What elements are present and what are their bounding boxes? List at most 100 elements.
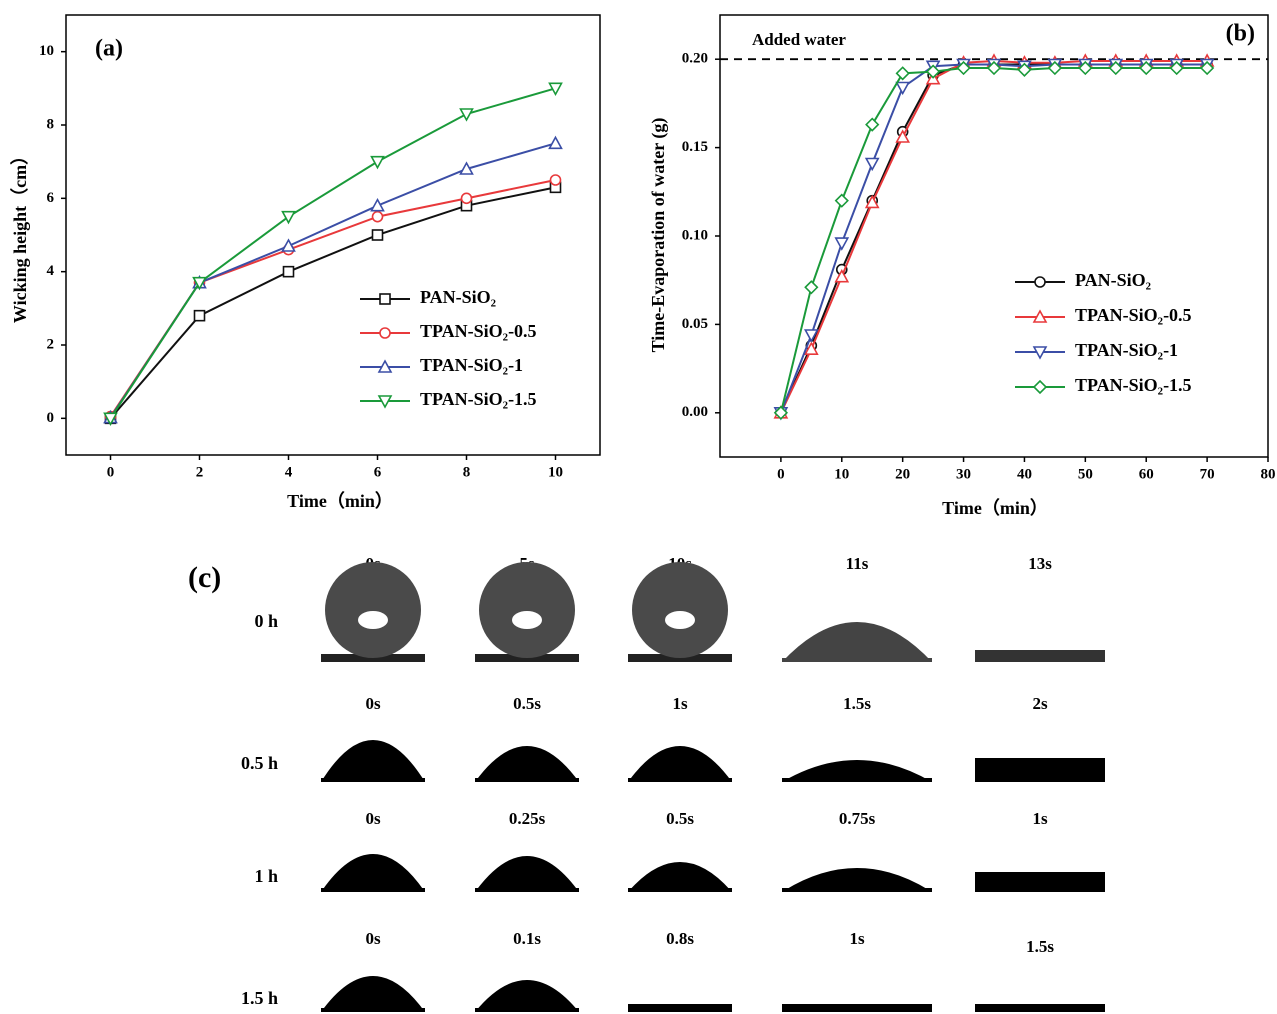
droplet (782, 868, 932, 892)
row-label: 0.5 h (241, 753, 278, 773)
droplet (628, 746, 732, 782)
legend-label: TPAN-SiO₂-1.5 (1075, 375, 1192, 395)
panel-label: (b) (1226, 21, 1255, 47)
marker (459, 108, 474, 122)
time-label: 0.1s (513, 929, 541, 948)
legend-label: TPAN-SiO₂-0.5 (1075, 305, 1192, 325)
x-axis-label: Time（min） (942, 498, 1048, 518)
droplet (321, 976, 425, 1012)
marker (925, 64, 941, 79)
droplet (321, 740, 425, 782)
marker (281, 210, 296, 225)
y-tick-label: 10 (39, 43, 54, 59)
x-tick-label: 10 (834, 466, 849, 482)
droplet-base (475, 1008, 579, 1012)
legend-marker (1034, 276, 1046, 288)
time-label: 13s (1028, 554, 1052, 573)
marker (1108, 60, 1123, 76)
droplet-base (628, 778, 732, 782)
time-label: 1s (849, 929, 865, 948)
marker (192, 276, 207, 291)
marker (549, 174, 562, 186)
legend-label: TPAN-SiO₂-1.5 (420, 389, 537, 409)
x-tick-label: 80 (1261, 466, 1276, 482)
droplet (479, 562, 575, 658)
marker (895, 66, 910, 81)
droplet-base (321, 888, 425, 892)
legend-label: TPAN-SiO₂-1 (1075, 340, 1178, 360)
marker (370, 155, 385, 170)
y-tick-label: 0 (47, 410, 55, 426)
droplet (782, 760, 932, 782)
x-tick-label: 60 (1139, 466, 1154, 482)
marker (1139, 60, 1154, 76)
time-label: 1.5s (843, 694, 871, 713)
marker (1199, 60, 1215, 76)
time-label: 0s (365, 809, 381, 828)
x-tick-label: 40 (1017, 466, 1032, 482)
legend-marker (379, 327, 391, 339)
x-tick-label: 0 (107, 464, 115, 480)
droplet-base (782, 658, 932, 662)
marker (895, 129, 911, 143)
droplet-highlight (358, 611, 388, 629)
series-line (109, 186, 556, 419)
legend-marker (1032, 379, 1048, 395)
legend-label: PAN-SiO₂ (1075, 270, 1151, 290)
droplet-base (321, 778, 425, 782)
marker (548, 82, 563, 97)
legend-marker (1032, 346, 1048, 360)
plot-frame (65, 14, 601, 456)
marker (281, 238, 296, 252)
droplet-base (475, 888, 579, 892)
marker (895, 81, 911, 96)
marker (803, 341, 819, 355)
y-tick-label: 0.20 (682, 51, 708, 67)
film (782, 1004, 932, 1012)
droplet (782, 622, 932, 662)
marker (864, 157, 880, 172)
y-tick-label: 0.10 (682, 227, 708, 243)
time-label: 0s (365, 694, 381, 713)
droplet-base (321, 1008, 425, 1012)
legend-label: TPAN-SiO₂-0.5 (420, 321, 537, 341)
marker (1078, 60, 1093, 76)
row-label: 1 h (254, 866, 278, 886)
marker (803, 329, 819, 343)
y-tick-label: 0.00 (682, 404, 708, 420)
time-label: 0.25s (509, 809, 546, 828)
legend-label: TPAN-SiO₂-1 (420, 355, 523, 375)
time-label: 0.5s (666, 809, 694, 828)
film (975, 872, 1105, 892)
droplet-highlight (665, 611, 695, 629)
reference-label: Added water (752, 30, 846, 49)
y-tick-label: 2 (47, 336, 55, 352)
film (975, 650, 1105, 662)
marker (1047, 60, 1063, 76)
marker (460, 192, 473, 205)
time-label: 0.75s (839, 809, 876, 828)
time-label: 1s (1032, 809, 1048, 828)
droplet-base (782, 778, 932, 782)
marker (1017, 62, 1032, 77)
legend-marker (1032, 309, 1048, 323)
marker (986, 60, 1002, 76)
droplet (628, 862, 732, 892)
time-label: 1.5s (1026, 937, 1054, 956)
marker (282, 265, 295, 278)
droplet (325, 562, 421, 658)
marker (804, 280, 819, 295)
y-axis-label: Wicking height（cm） (10, 147, 30, 323)
marker (865, 117, 880, 132)
droplet-base (782, 888, 932, 892)
row-label: 1.5 h (241, 988, 278, 1008)
time-label: 0.5s (513, 694, 541, 713)
marker (103, 412, 118, 427)
x-tick-label: 8 (463, 464, 471, 480)
time-label: 11s (846, 554, 869, 573)
marker (371, 210, 384, 223)
row-label: 0 h (254, 611, 278, 631)
film (975, 758, 1105, 782)
panel-label: (a) (95, 36, 123, 62)
time-label: 0.8s (666, 929, 694, 948)
